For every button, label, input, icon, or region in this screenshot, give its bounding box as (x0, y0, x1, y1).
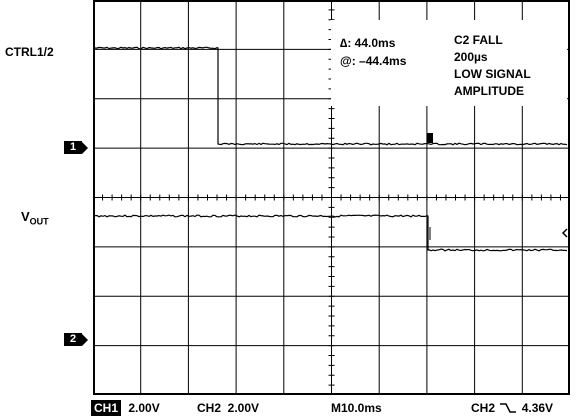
trigger-note-line-3: LOW SIGNAL (454, 67, 531, 81)
trigger-position-marker (427, 133, 433, 143)
falling-edge-icon (500, 403, 517, 413)
ch1-tag: CH1 (91, 400, 122, 416)
trigger-note-line-2: 200µs (454, 50, 488, 64)
trigger-channel: CH2 (471, 401, 496, 415)
display-border (93, 0, 570, 395)
trigger-status: CH2 4.36V (471, 401, 553, 415)
vout-label: VOUT (21, 210, 49, 227)
ch1-scale: 2.00V (128, 401, 160, 415)
scope-display (93, 0, 570, 395)
timebase: M10.0ms (331, 401, 382, 415)
channel-2-marker-label: 2 (69, 333, 77, 345)
ctrl-trace (94, 46, 568, 146)
channel-2-marker: 2 (64, 333, 88, 346)
vout-trace (94, 214, 568, 252)
trigger-level-arrow-icon (561, 228, 568, 238)
ch2-scale: CH2 2.00V (197, 401, 260, 415)
ctrl-label: CTRL1/2 (5, 45, 54, 59)
vout-label-sub: OUT (29, 216, 49, 227)
channel-1-marker-label: 1 (69, 141, 77, 153)
trigger-level: 4.36V (521, 401, 554, 415)
trigger-note-line-4: AMPLITUDE (454, 84, 524, 98)
trigger-note-line-1: C2 FALL (454, 33, 503, 47)
at-measurement: @: –44.4ms (340, 54, 407, 68)
waveform-traces (94, 46, 568, 252)
measurement-box (331, 20, 567, 106)
ch1-status: CH1 2.00V (91, 400, 160, 416)
vout-label-main: V (21, 209, 30, 224)
channel-1-marker: 1 (64, 141, 88, 154)
delta-measurement: ∆: 44.0ms (340, 36, 396, 50)
